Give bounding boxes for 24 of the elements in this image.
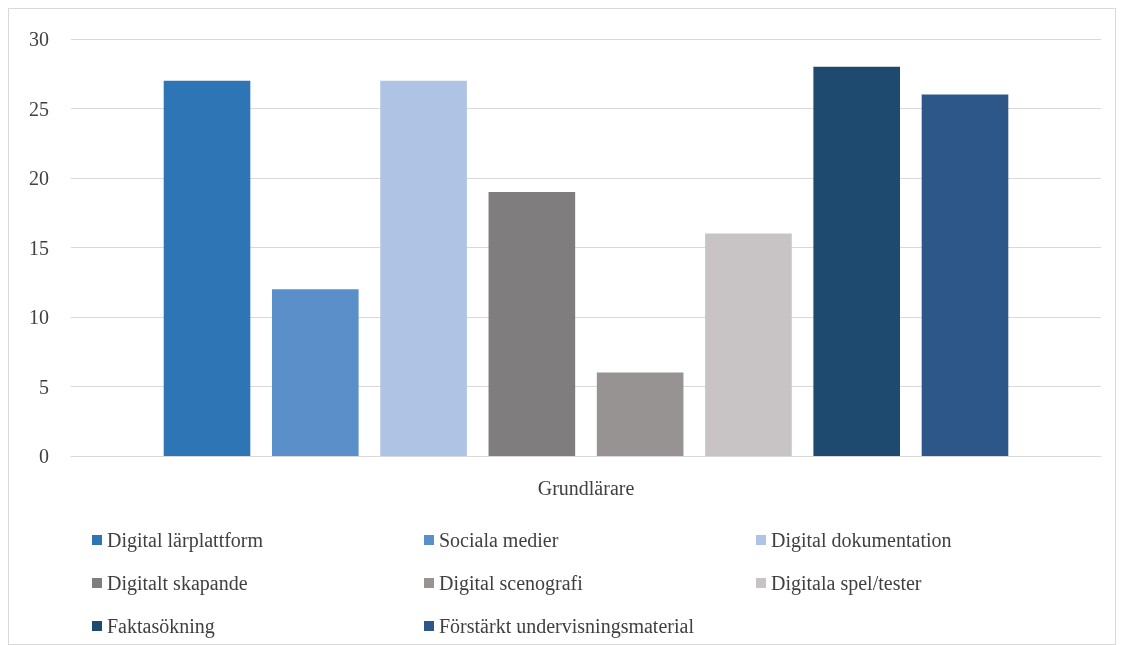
- y-tick-label: 10: [29, 306, 49, 328]
- legend-label: Faktasökning: [107, 615, 215, 638]
- legend-label: Förstärkt undervisningsmaterial: [439, 615, 695, 638]
- bar: [163, 80, 251, 456]
- bar: [596, 372, 684, 456]
- x-tick-label: Grundlärare: [537, 477, 635, 499]
- bar: [488, 191, 576, 456]
- legend-label: Sociala medier: [439, 529, 559, 551]
- y-tick-label: 20: [29, 167, 49, 189]
- legend-label: Digitalt skapande: [107, 572, 248, 595]
- y-tick-label: 25: [29, 97, 49, 120]
- legend-label: Digital dokumentation: [771, 529, 952, 552]
- y-tick-label: 0: [39, 445, 49, 467]
- legend-label: Digital lärplattform: [107, 529, 264, 552]
- bar: [705, 233, 792, 456]
- y-tick-label: 30: [29, 28, 49, 50]
- bar: [271, 289, 359, 456]
- legend-label: Digitala spel/tester: [771, 572, 922, 595]
- bar: [380, 80, 467, 456]
- y-tick-label: 5: [39, 375, 49, 398]
- bar: [813, 66, 901, 456]
- y-tick-label: 15: [29, 236, 49, 259]
- bar: [921, 94, 1009, 456]
- legend-label: Digital scenografi: [439, 572, 584, 595]
